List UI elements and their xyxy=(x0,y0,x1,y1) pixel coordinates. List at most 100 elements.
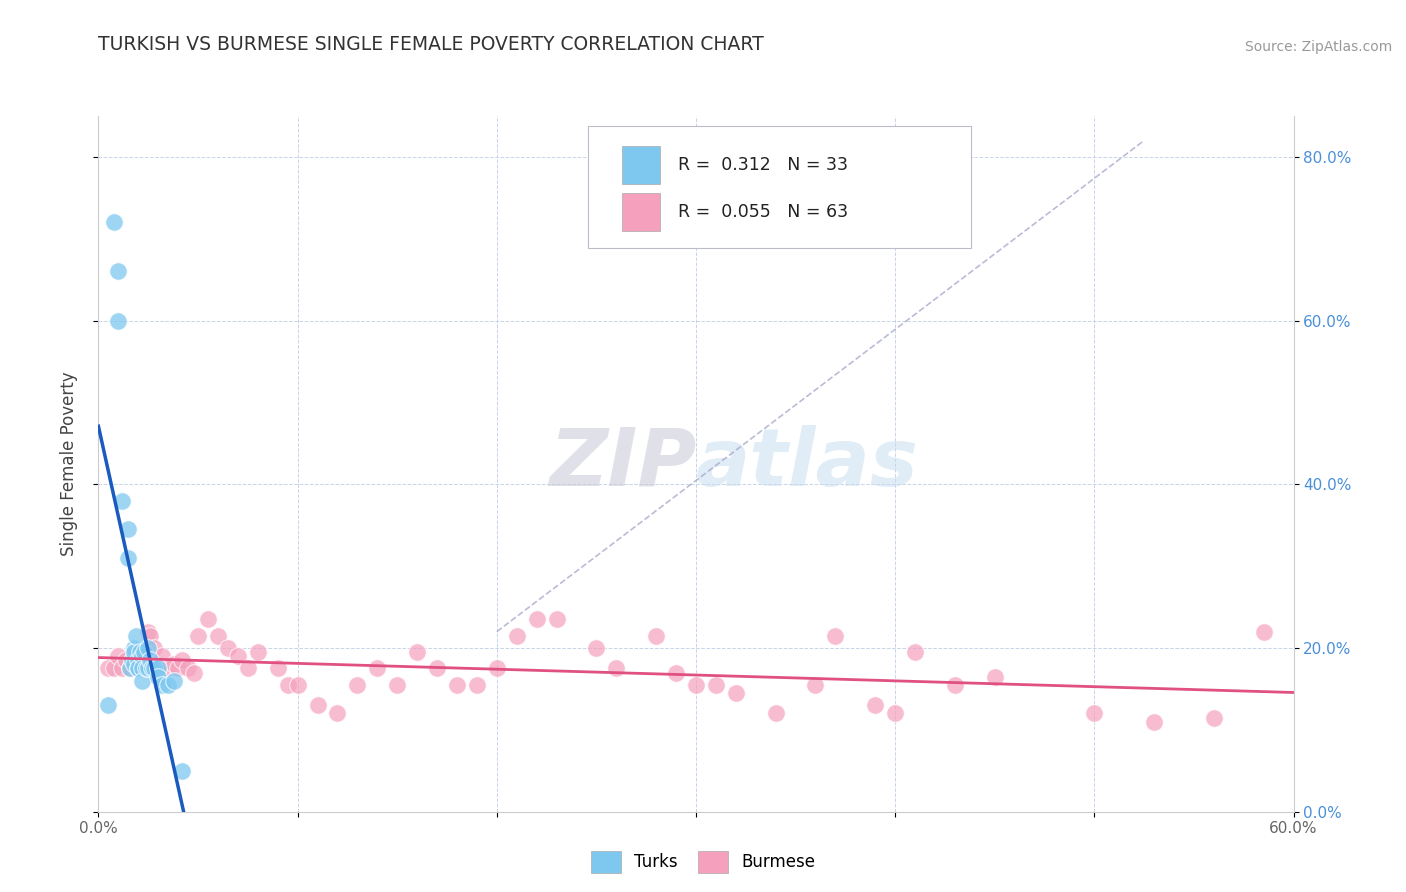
Text: Source: ZipAtlas.com: Source: ZipAtlas.com xyxy=(1244,39,1392,54)
Point xyxy=(426,661,449,675)
Text: R =  0.312   N = 33: R = 0.312 N = 33 xyxy=(678,156,848,174)
Point xyxy=(131,661,153,675)
Point xyxy=(485,661,508,675)
Point xyxy=(685,678,707,692)
Point xyxy=(127,661,149,675)
Text: ZIP: ZIP xyxy=(548,425,696,503)
Point xyxy=(143,661,166,675)
Point xyxy=(135,661,157,675)
Point xyxy=(97,661,120,675)
Text: R =  0.055   N = 63: R = 0.055 N = 63 xyxy=(678,203,848,221)
Point xyxy=(103,215,125,229)
Point xyxy=(129,645,152,659)
Point xyxy=(150,649,173,664)
Point xyxy=(526,612,548,626)
Point xyxy=(107,313,129,327)
Point xyxy=(107,649,129,664)
Point xyxy=(120,661,142,675)
Point xyxy=(506,629,529,643)
Point xyxy=(141,661,163,675)
Point xyxy=(124,645,146,659)
Point xyxy=(150,678,173,692)
Point xyxy=(97,698,120,713)
Point xyxy=(804,678,827,692)
Point xyxy=(1083,706,1105,721)
Point xyxy=(127,649,149,664)
FancyBboxPatch shape xyxy=(621,193,661,231)
Point xyxy=(117,522,139,536)
Point xyxy=(139,653,162,667)
Point xyxy=(217,640,239,655)
Point xyxy=(665,665,688,680)
Point xyxy=(287,678,309,692)
Point xyxy=(277,678,299,692)
Point xyxy=(163,657,186,672)
Point xyxy=(121,653,143,667)
Point xyxy=(226,649,249,664)
Point xyxy=(546,612,568,626)
Point xyxy=(904,645,927,659)
Point xyxy=(704,678,727,692)
Point xyxy=(131,673,153,688)
Point xyxy=(124,657,146,672)
Point xyxy=(884,706,907,721)
Y-axis label: Single Female Poverty: Single Female Poverty xyxy=(59,372,77,556)
Point xyxy=(131,653,153,667)
Point xyxy=(183,665,205,680)
Point xyxy=(124,640,146,655)
Point xyxy=(1143,714,1166,729)
Point xyxy=(134,645,156,659)
Point xyxy=(107,264,129,278)
Point xyxy=(585,640,607,655)
Point xyxy=(139,629,162,643)
Point xyxy=(187,629,209,643)
Point xyxy=(148,661,170,675)
Point xyxy=(135,661,157,675)
Point xyxy=(346,678,368,692)
Point xyxy=(127,661,149,675)
Point xyxy=(136,640,159,655)
Point xyxy=(148,670,170,684)
Point xyxy=(167,661,190,675)
Point xyxy=(943,678,966,692)
Point xyxy=(172,764,194,778)
Point xyxy=(115,653,138,667)
Point xyxy=(111,661,134,675)
Point xyxy=(103,661,125,675)
Point xyxy=(446,678,468,692)
Point xyxy=(236,661,259,675)
Point xyxy=(765,706,787,721)
Point xyxy=(143,640,166,655)
Point xyxy=(136,624,159,639)
Point xyxy=(125,629,148,643)
Point xyxy=(307,698,329,713)
Point xyxy=(177,661,200,675)
Point xyxy=(148,661,170,675)
Point xyxy=(605,661,627,675)
Point xyxy=(111,493,134,508)
Point xyxy=(267,661,290,675)
Text: TURKISH VS BURMESE SINGLE FEMALE POVERTY CORRELATION CHART: TURKISH VS BURMESE SINGLE FEMALE POVERTY… xyxy=(98,35,765,54)
FancyBboxPatch shape xyxy=(621,145,661,184)
Point xyxy=(127,653,149,667)
Point xyxy=(406,645,429,659)
Point xyxy=(117,551,139,566)
Point xyxy=(366,661,388,675)
Point xyxy=(163,673,186,688)
Point xyxy=(197,612,219,626)
Point xyxy=(120,661,142,675)
Point xyxy=(1202,710,1225,724)
Point xyxy=(326,706,349,721)
Point xyxy=(984,670,1007,684)
Point xyxy=(207,629,229,643)
Point xyxy=(724,686,747,700)
FancyBboxPatch shape xyxy=(588,127,970,248)
Point xyxy=(136,661,159,675)
Point xyxy=(246,645,269,659)
Point xyxy=(1253,624,1275,639)
Point xyxy=(465,678,488,692)
Legend: Turks, Burmese: Turks, Burmese xyxy=(583,845,823,880)
Point xyxy=(824,629,846,643)
Point xyxy=(124,649,146,664)
Point xyxy=(645,629,668,643)
